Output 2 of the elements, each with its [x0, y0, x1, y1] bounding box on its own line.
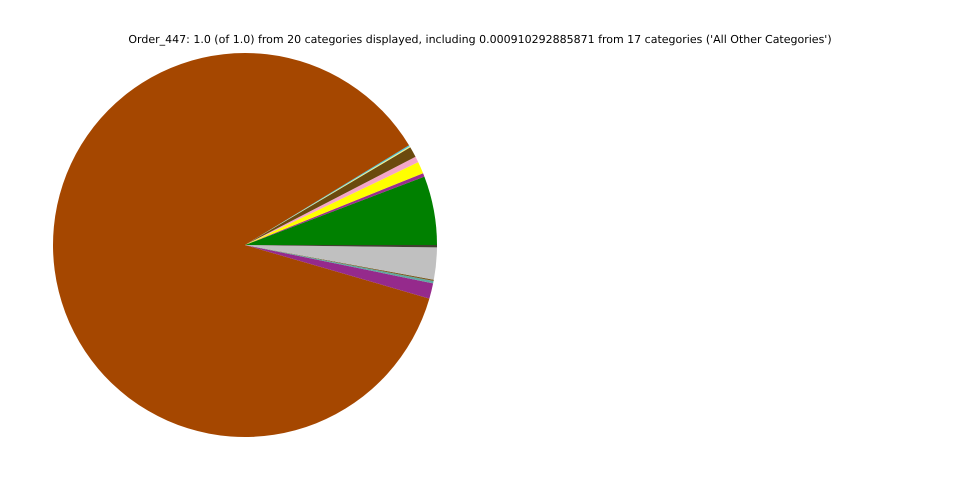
pie-slice — [53, 53, 430, 437]
text: Order_447: 1.0 (of 1.0) from 20 categories displayed, including 0.000910292885871 from 17 categories ('All Other Categories') — [127, 33, 833, 46]
